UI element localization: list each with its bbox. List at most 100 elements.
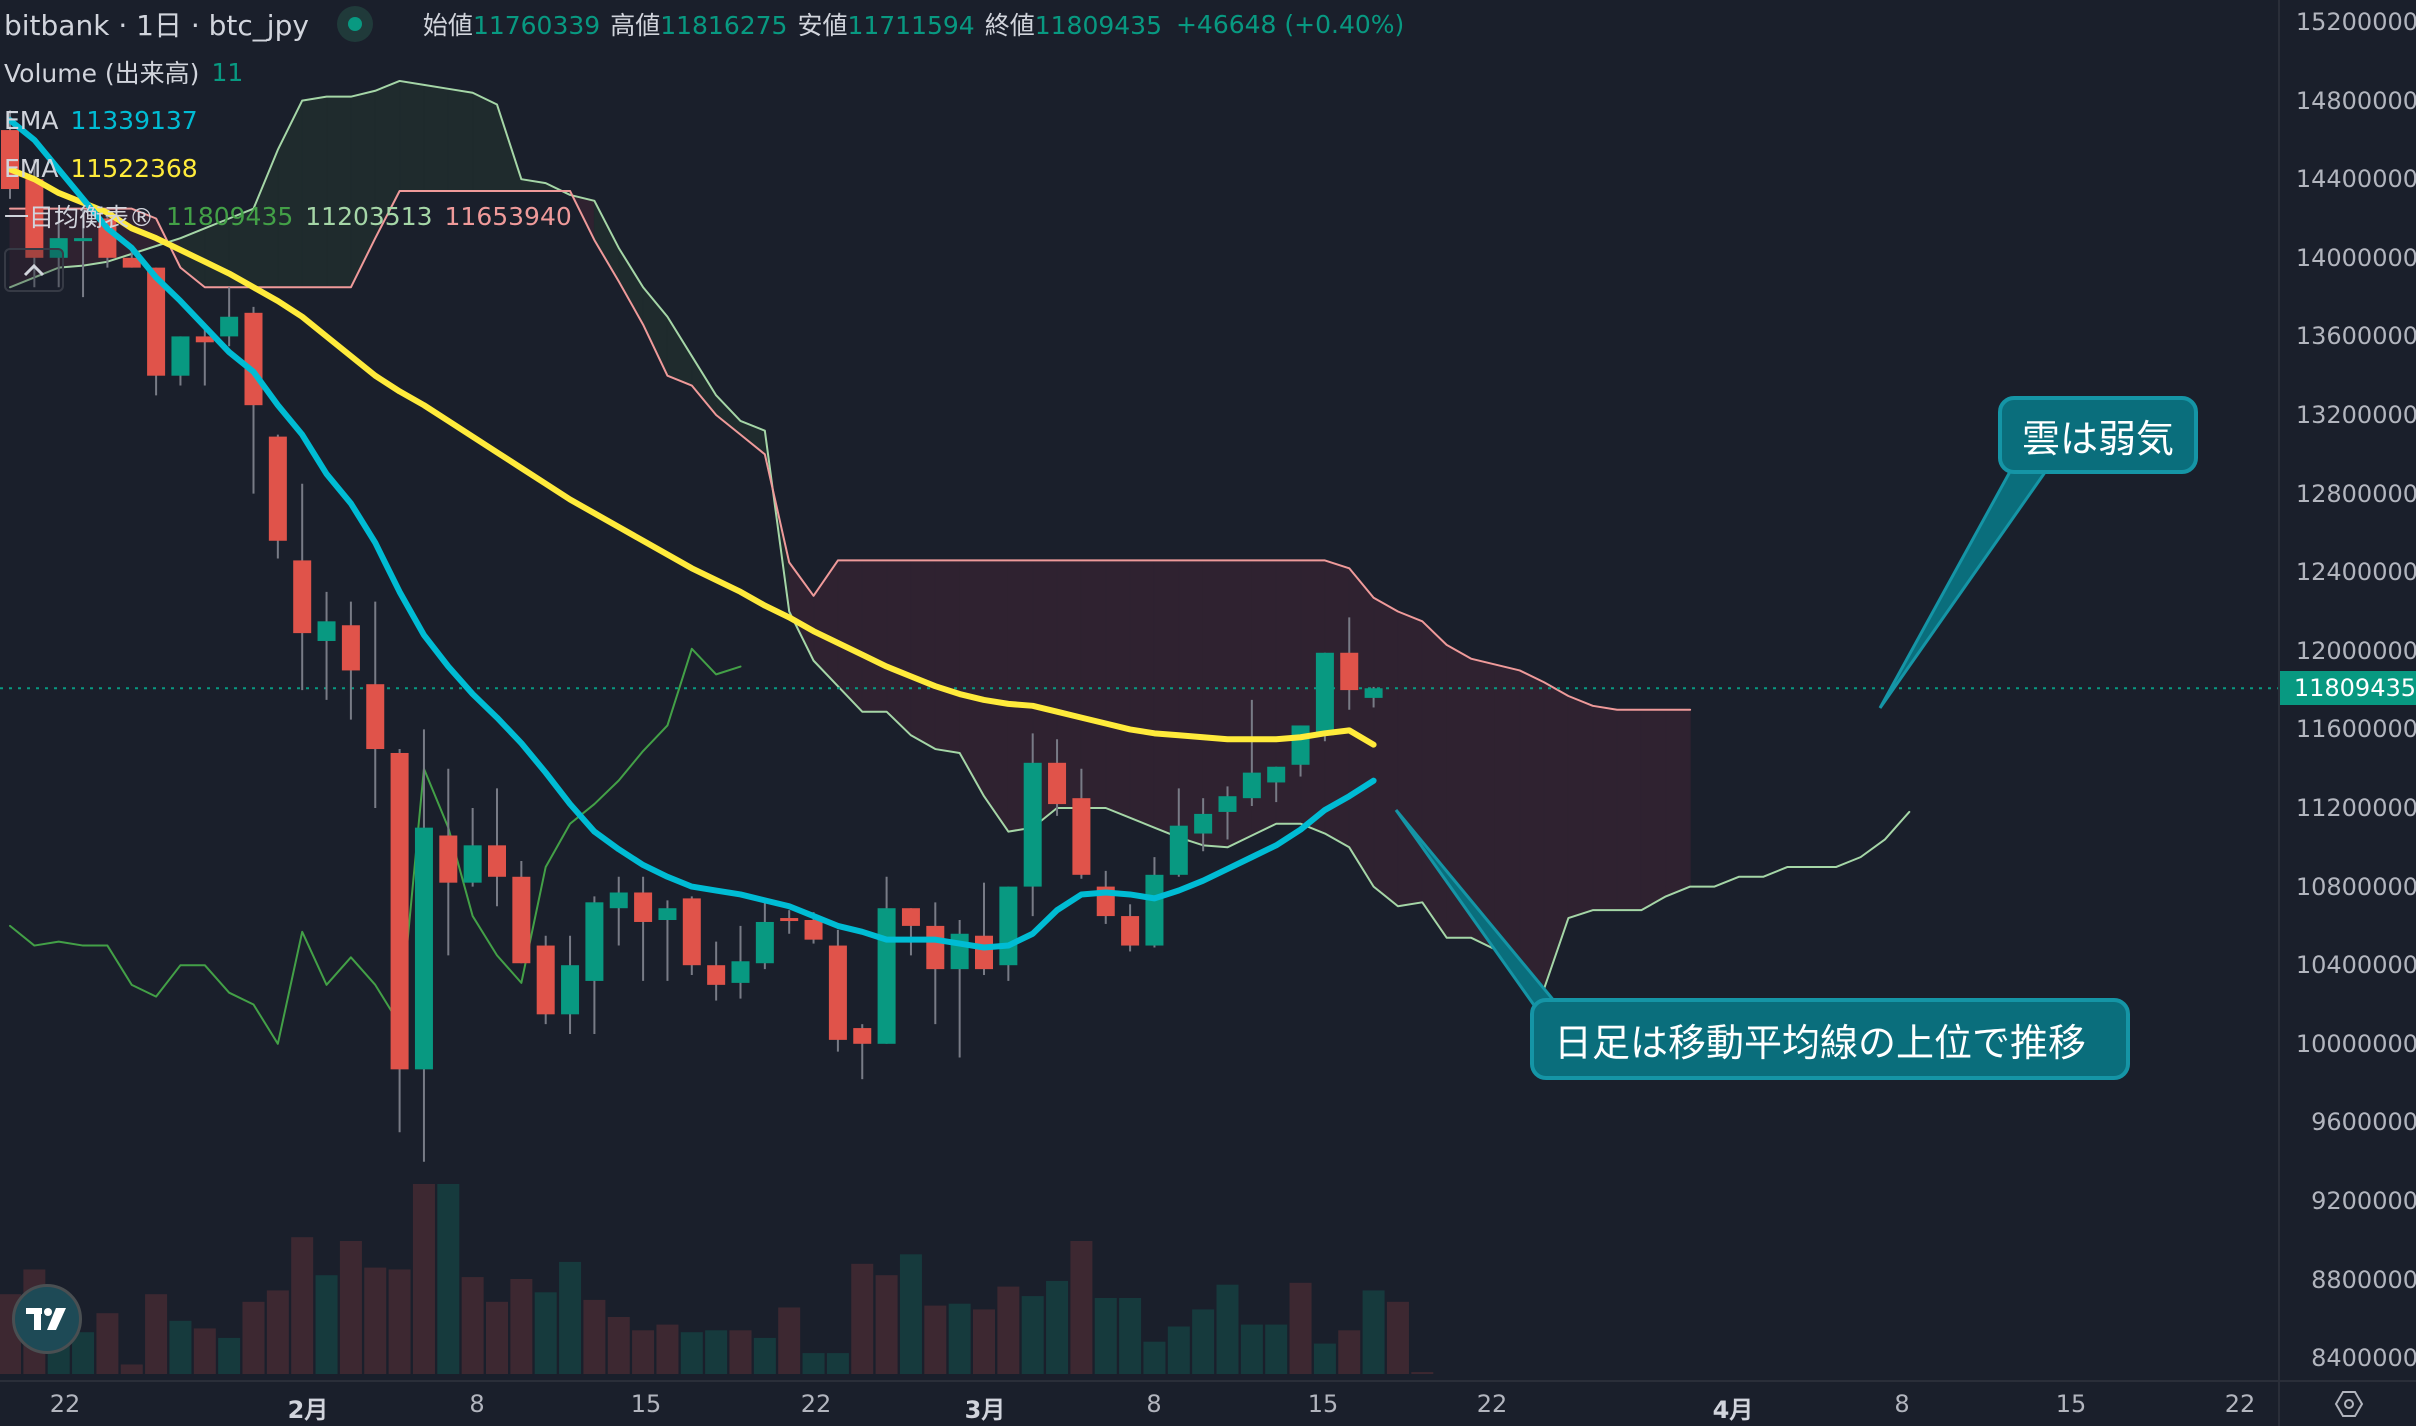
candlestick[interactable] [1169, 788, 1188, 877]
volume-bar [437, 1184, 460, 1374]
legend-ema-fast-value: 11339137 [70, 105, 198, 135]
cloud-segment [1275, 559, 1302, 825]
candlestick[interactable] [975, 882, 993, 976]
legend-ichimoku-value-2: 11203513 [305, 201, 433, 231]
time-axis[interactable]: 22 2月 8 15 22 3月 8 15 22 4月 8 15 22 [0, 1380, 2278, 1426]
price-chart[interactable] [0, 0, 2278, 1380]
volume-bar [729, 1330, 752, 1374]
cloud-segment [1592, 705, 1618, 911]
candlestick[interactable] [1218, 786, 1237, 840]
candlestick[interactable] [1023, 733, 1042, 917]
volume-bar [145, 1294, 168, 1374]
candlestick[interactable] [1072, 768, 1091, 879]
time-day-label: 22 [49, 1390, 81, 1418]
candlestick[interactable] [1121, 904, 1140, 952]
candlestick[interactable] [1048, 739, 1067, 816]
volume-bar [656, 1324, 679, 1374]
candlestick[interactable] [488, 788, 506, 907]
volume-bar [632, 1330, 655, 1374]
volume-bar [96, 1313, 119, 1374]
candlestick[interactable] [634, 876, 653, 981]
time-day-label: 15 [2055, 1390, 2087, 1418]
candlestick[interactable] [147, 267, 166, 396]
chikou-span-line [9, 647, 742, 1045]
volume-bar [339, 1241, 362, 1374]
collapse-legend-button[interactable] [4, 248, 64, 292]
candlestick[interactable] [366, 601, 385, 808]
volume-bar [291, 1237, 314, 1374]
candlestick[interactable] [171, 336, 190, 386]
volume-bar [1289, 1282, 1312, 1374]
cloud-segment [934, 559, 961, 754]
legend-ichimoku-label: 一目均衡表® [4, 203, 155, 232]
candlestick[interactable] [293, 483, 312, 691]
candlestick[interactable] [609, 876, 628, 946]
candlestick[interactable] [341, 601, 360, 720]
candlestick[interactable] [731, 925, 750, 999]
legend-ema-fast[interactable]: EMA 11339137 [4, 96, 1404, 144]
volume-bar [193, 1328, 216, 1374]
callout-above-moving-average[interactable]: 日足は移動平均線の上位で推移 [1530, 998, 2130, 1080]
candlestick[interactable] [1340, 617, 1359, 710]
price-tick-label: 12800000 [2295, 479, 2416, 508]
time-day-label: 15 [1307, 1390, 1339, 1418]
candlestick[interactable] [1242, 699, 1261, 807]
candlestick[interactable] [828, 929, 847, 1052]
cloud-segment [983, 559, 1009, 834]
cloud-segment [1665, 709, 1691, 898]
candlestick[interactable] [244, 306, 263, 494]
candlestick[interactable] [1315, 652, 1334, 742]
cloud-segment [1543, 681, 1569, 989]
candlestick[interactable] [195, 326, 214, 386]
candlestick[interactable] [585, 896, 604, 1034]
time-day-label: 15 [630, 1390, 662, 1418]
candlestick[interactable] [1096, 870, 1115, 924]
candlestick[interactable] [755, 902, 774, 970]
candlestick[interactable] [390, 749, 409, 1133]
candlestick[interactable] [707, 941, 726, 1001]
candlestick[interactable] [999, 886, 1018, 981]
price-axis[interactable]: 15200000 14800000 14400000 14000000 13600000… [2278, 0, 2416, 1380]
candlestick[interactable] [926, 902, 945, 1025]
candlestick[interactable] [561, 935, 580, 1034]
candlestick[interactable] [536, 935, 555, 1025]
price-change: +46648 (+0.40%) [1175, 9, 1405, 39]
volume-bar [997, 1286, 1020, 1374]
candlestick[interactable] [268, 434, 287, 559]
candlestick[interactable] [853, 1024, 872, 1080]
chart-settings-button[interactable] [2278, 1380, 2416, 1426]
candlestick[interactable] [901, 908, 920, 956]
candlestick[interactable] [74, 208, 93, 298]
candlestick[interactable] [512, 861, 531, 964]
price-tick-label: 12000000 [2295, 636, 2416, 665]
candlestick[interactable] [220, 287, 239, 347]
candlestick[interactable] [877, 876, 896, 1044]
candlestick[interactable] [1267, 766, 1286, 803]
volume-bar [72, 1332, 95, 1374]
candlestick[interactable] [463, 808, 482, 887]
volume-bar [1167, 1326, 1190, 1374]
time-month-label: 4月 [1712, 1396, 1754, 1424]
legend-volume[interactable]: Volume (出来高) 11 [4, 48, 1404, 96]
candlestick[interactable] [1145, 857, 1164, 948]
legend-ema-slow[interactable]: EMA 11522368 [4, 144, 1404, 192]
candlestick[interactable] [317, 591, 336, 700]
volume-bar [899, 1254, 922, 1374]
ema-slow-line [7, 166, 1377, 748]
volume-bar [607, 1317, 630, 1374]
volume-bar [461, 1277, 484, 1374]
price-tick-label: 11600000 [2295, 715, 2416, 744]
tradingview-logo-button[interactable] [12, 1284, 82, 1354]
candlestick[interactable] [1194, 798, 1213, 852]
senkou-span-a-line [9, 79, 1911, 990]
candlestick[interactable] [780, 910, 799, 934]
candlestick[interactable] [682, 896, 701, 976]
callout-cloud-bearish[interactable]: 雲は弱気 [1998, 396, 2198, 474]
candlestick[interactable] [1364, 686, 1383, 708]
legend-ema-fast-label: EMA [4, 105, 59, 135]
legend-ichimoku[interactable]: 一目均衡表® 11809435 11203513 11653940 [4, 192, 1404, 240]
candlestick[interactable] [414, 729, 433, 1162]
symbol-title[interactable]: bitbank · 1日 · btc_jpy [4, 9, 309, 42]
candlestick[interactable] [658, 900, 677, 981]
candlestick[interactable] [439, 768, 458, 956]
